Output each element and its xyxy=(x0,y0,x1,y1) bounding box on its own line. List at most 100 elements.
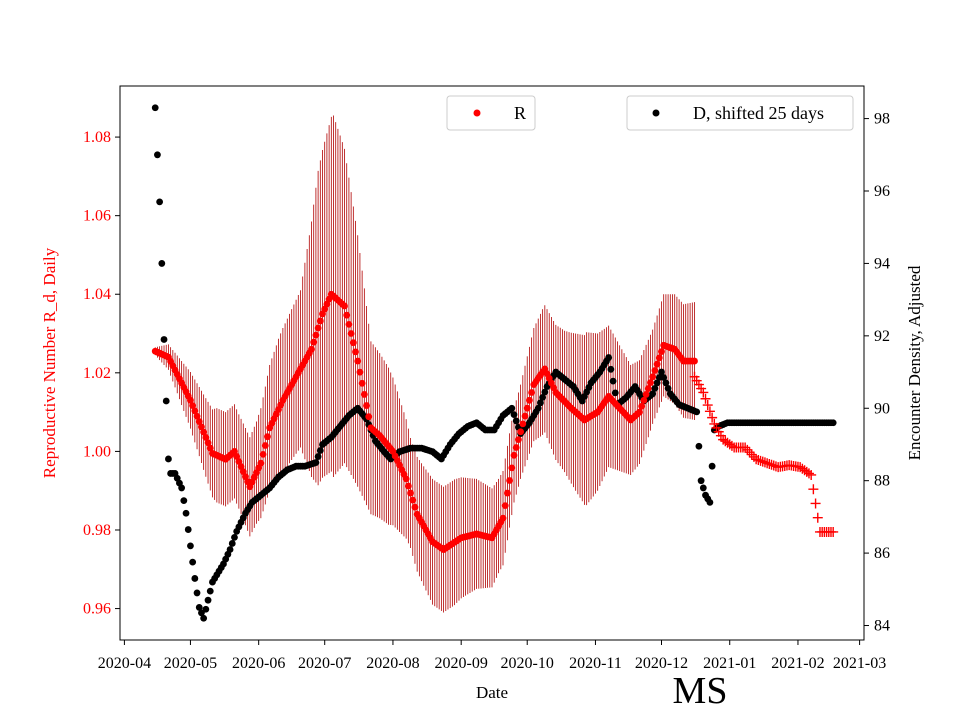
r-point xyxy=(647,379,654,387)
r-forecast-point xyxy=(744,447,755,458)
d-point xyxy=(537,399,544,407)
d-point xyxy=(162,397,170,405)
r-forecast-point xyxy=(762,458,773,469)
r-forecast-point xyxy=(768,460,779,471)
r-forecast-point xyxy=(698,387,709,398)
d-point xyxy=(151,104,159,112)
r-point xyxy=(528,389,536,396)
x-tick-label: 2020-05 xyxy=(164,655,217,672)
left-tick-label: 1.04 xyxy=(83,286,111,303)
r-point xyxy=(314,324,322,332)
r-point xyxy=(510,451,518,459)
r-point xyxy=(644,385,652,392)
x-tick-label: 2020-09 xyxy=(435,655,488,672)
r-forecast-point xyxy=(702,400,713,411)
r-forecast-point xyxy=(803,468,814,479)
d-point xyxy=(316,447,324,454)
d-point xyxy=(609,377,617,385)
d-point xyxy=(706,499,714,506)
r-forecast-point xyxy=(742,444,753,455)
d-point xyxy=(693,408,701,416)
d-point xyxy=(191,575,199,582)
right-tick-label: 94 xyxy=(874,255,890,272)
r-point xyxy=(200,428,208,436)
legend-r-marker xyxy=(473,109,481,117)
x-tick-label: 2021-01 xyxy=(703,655,756,672)
r-point xyxy=(521,412,529,420)
d-point xyxy=(184,526,192,533)
r-point xyxy=(363,402,370,409)
d-point xyxy=(314,453,322,460)
left-tick-label: 1.06 xyxy=(83,208,111,225)
d-point xyxy=(660,374,668,381)
d-point xyxy=(228,540,236,547)
x-tick-label: 2021-02 xyxy=(771,655,824,672)
r-point xyxy=(347,330,355,337)
d-point xyxy=(534,404,542,412)
d-point xyxy=(658,368,665,376)
r-point xyxy=(508,464,516,472)
r-point xyxy=(349,339,357,347)
r-point xyxy=(365,413,373,421)
d-point xyxy=(180,497,188,504)
d-point xyxy=(158,260,166,267)
x-tick-label: 2020-07 xyxy=(298,655,351,672)
d-point xyxy=(204,596,212,604)
legend-d-marker xyxy=(652,109,660,117)
legend-r-box xyxy=(446,95,536,131)
x-tick-label: 2021-03 xyxy=(833,655,886,672)
r-forecast-point xyxy=(810,498,821,509)
r-forecast-point xyxy=(753,455,764,466)
d-point xyxy=(541,388,549,396)
r-point xyxy=(655,354,663,362)
r-point xyxy=(198,423,205,431)
x-tick-label: 2020-12 xyxy=(635,655,688,672)
d-point xyxy=(512,417,520,425)
region-label: MS xyxy=(673,670,728,712)
r-point xyxy=(638,402,646,410)
right-axis-label: Encounter Density, Adjusted xyxy=(905,265,924,460)
right-tick-label: 92 xyxy=(874,328,890,345)
d-point xyxy=(312,459,320,466)
r-point xyxy=(193,412,201,420)
r-point xyxy=(649,373,657,381)
right-tick-label: 90 xyxy=(874,400,890,417)
r-point xyxy=(519,420,527,428)
r-point xyxy=(409,496,417,504)
r-point xyxy=(402,475,410,483)
r-point xyxy=(356,368,364,376)
legend-d: D, shifted 25 days xyxy=(626,95,854,131)
r-point xyxy=(526,396,533,404)
r-point xyxy=(202,434,210,441)
r-point xyxy=(187,396,194,404)
d-point xyxy=(206,587,214,595)
d-point xyxy=(178,484,186,492)
d-point xyxy=(200,614,208,622)
left-tick-label: 1.08 xyxy=(83,129,111,146)
left-axis-label: Reproductive Number R_d, Daily xyxy=(40,247,59,478)
d-point xyxy=(195,604,203,611)
r-point xyxy=(261,442,269,449)
d-point xyxy=(156,198,164,206)
d-point xyxy=(193,589,201,597)
r-point xyxy=(341,302,348,310)
right-tick-label: 86 xyxy=(874,545,890,562)
right-tick-label: 88 xyxy=(874,473,890,490)
r-point xyxy=(512,444,520,451)
d-point xyxy=(510,411,518,418)
x-axis-ticks: 2020-04 2020-05 2020-06 2020-07 2020-08 2020-… xyxy=(98,640,886,672)
r-point xyxy=(407,489,414,497)
r-point xyxy=(360,391,368,398)
r-point xyxy=(191,407,199,415)
d-point xyxy=(187,542,194,550)
r-point xyxy=(310,338,318,346)
d-point xyxy=(202,605,210,613)
right-tick-label: 84 xyxy=(874,618,890,635)
r-point xyxy=(517,428,525,436)
x-tick-label: 2020-11 xyxy=(569,655,622,672)
r-forecast-point xyxy=(700,393,711,404)
legend-d-box xyxy=(626,95,854,131)
right-axis-ticks: 84 86 88 90 92 94 96 98 xyxy=(864,111,890,635)
r-forecast-point xyxy=(808,484,819,495)
r-point xyxy=(352,348,359,356)
